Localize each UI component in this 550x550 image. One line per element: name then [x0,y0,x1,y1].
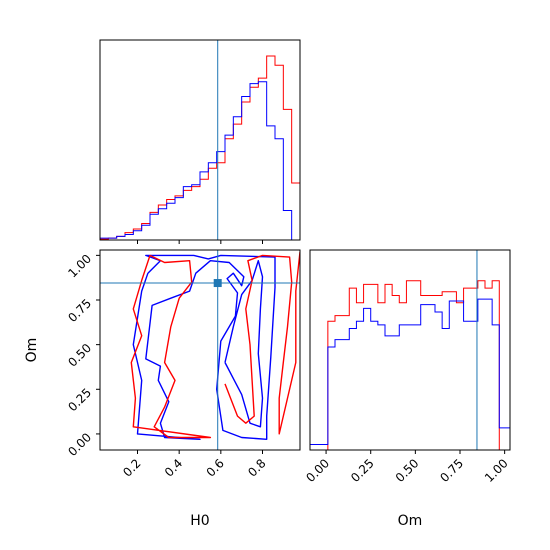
joint-xtick-label-3: 0.8 [245,456,268,479]
h0-hist-frame [99,39,301,241]
h0-hist-series-1 [99,81,300,241]
x-axis-label-h0: H0 [190,513,209,529]
om-xtick-label-1: 0.25 [348,456,377,485]
h0-marginal-panel [99,39,301,244]
h0-hist-series-0 [99,55,301,240]
om-hist-frame [309,249,511,451]
x-axis-label-om: Om [398,513,423,529]
joint-xtick-label-1: 0.4 [162,456,185,479]
om-hist-series-1 [309,298,511,450]
contour-3 [224,251,300,435]
joint-ytick-label-3: 0.75 [65,296,94,325]
om-marginal-panel: 0.00 0.25 0.50 0.75 1.00 [303,249,511,485]
joint-frame [99,249,301,451]
axis-labels: H0 Om Om [24,338,422,529]
om-xtick-label-3: 0.75 [437,456,466,485]
joint-xtick-label-0: 0.2 [120,456,143,479]
contour-2 [130,254,212,439]
om-xtick-label-2: 0.50 [393,456,422,485]
om-xtick-label-0: 0.00 [303,456,332,485]
contour-1 [224,260,264,428]
joint-contour-panel: 0.2 0.4 0.6 0.8 0.00 0.25 0.50 0.75 1.00 [65,249,301,480]
joint-xtick-label-2: 0.6 [204,456,227,479]
y-axis-label-om: Om [24,338,40,363]
joint-truth-marker [213,279,222,288]
joint-ytick-label-0: 0.00 [65,430,94,459]
joint-ytick-label-2: 0.50 [65,341,94,370]
joint-contours [130,251,300,440]
om-xtick-label-4: 1.00 [482,456,511,485]
om-hist-series-0 [310,280,510,451]
joint-ytick-label-1: 0.25 [65,386,94,415]
joint-ytick-label-4: 1.00 [65,252,94,281]
